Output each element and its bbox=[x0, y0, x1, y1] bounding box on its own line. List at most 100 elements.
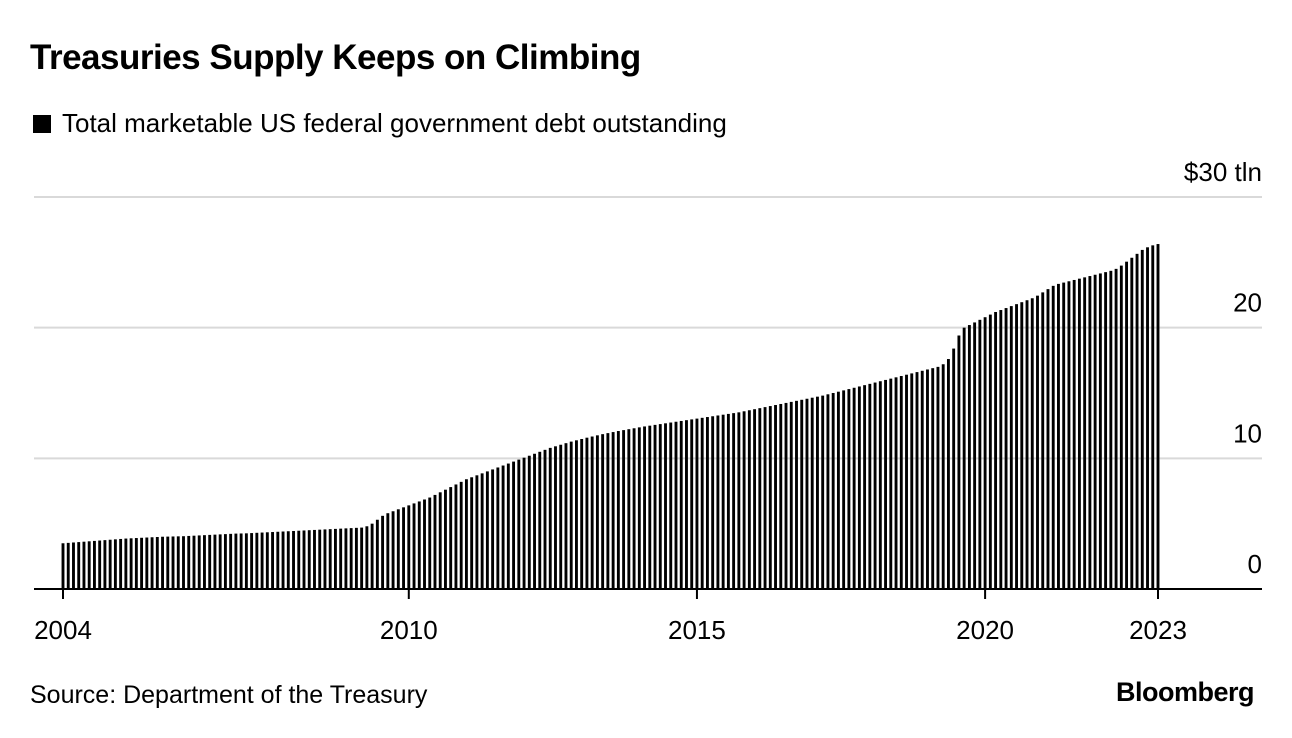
legend-swatch bbox=[33, 114, 51, 133]
bar bbox=[1009, 306, 1013, 589]
bar bbox=[1041, 292, 1045, 589]
bar bbox=[648, 425, 652, 589]
bar bbox=[208, 534, 212, 589]
legend: Total marketable US federal government d… bbox=[33, 108, 727, 139]
bar bbox=[386, 513, 390, 589]
bar bbox=[868, 383, 872, 589]
bar bbox=[1057, 283, 1060, 589]
bar bbox=[302, 530, 306, 589]
bar bbox=[779, 403, 783, 589]
bar bbox=[77, 542, 81, 589]
bar bbox=[726, 413, 730, 589]
bar bbox=[155, 536, 159, 589]
bar bbox=[920, 370, 924, 589]
bar bbox=[87, 541, 91, 589]
bar bbox=[375, 519, 379, 589]
bar bbox=[203, 535, 206, 589]
bar bbox=[601, 434, 605, 589]
bar bbox=[1083, 277, 1087, 589]
bar bbox=[223, 534, 227, 589]
x-tick-label: 2010 bbox=[380, 615, 438, 645]
bar bbox=[695, 418, 699, 589]
bar bbox=[941, 364, 945, 589]
bar bbox=[575, 440, 578, 589]
bar bbox=[349, 528, 353, 589]
bar bbox=[527, 455, 531, 589]
bar bbox=[307, 530, 311, 589]
bar bbox=[1077, 278, 1081, 589]
bar bbox=[265, 532, 269, 589]
bar bbox=[774, 405, 777, 589]
bar bbox=[585, 437, 589, 589]
bar bbox=[831, 393, 835, 589]
bar bbox=[559, 444, 563, 589]
bar bbox=[113, 539, 117, 589]
bar bbox=[1072, 279, 1076, 589]
bar bbox=[333, 528, 337, 589]
bar bbox=[218, 534, 222, 589]
bar bbox=[884, 379, 888, 589]
bar bbox=[72, 542, 75, 589]
bar bbox=[1104, 272, 1108, 589]
bar bbox=[952, 348, 956, 589]
bar bbox=[292, 530, 295, 589]
bar bbox=[763, 407, 767, 589]
bar bbox=[627, 429, 631, 589]
bar bbox=[119, 538, 123, 589]
bar bbox=[789, 401, 793, 589]
bar bbox=[564, 443, 568, 589]
bar bbox=[711, 416, 715, 589]
bar bbox=[281, 531, 285, 589]
bar bbox=[894, 377, 898, 589]
bar bbox=[915, 372, 919, 589]
bar bbox=[905, 374, 908, 589]
bar bbox=[863, 385, 867, 589]
chart-title: Treasuries Supply Keeps on Climbing bbox=[30, 38, 641, 77]
bar bbox=[732, 413, 736, 589]
bar bbox=[533, 453, 536, 589]
bar bbox=[140, 537, 144, 589]
bar bbox=[1156, 244, 1160, 590]
bar bbox=[842, 390, 846, 589]
bar bbox=[658, 424, 662, 589]
bar bbox=[271, 532, 275, 589]
bar bbox=[464, 479, 468, 589]
bar bbox=[1109, 270, 1113, 589]
bar bbox=[108, 539, 112, 589]
bar bbox=[438, 492, 442, 589]
bar bbox=[407, 505, 411, 589]
bar bbox=[1004, 308, 1008, 589]
bar bbox=[187, 535, 191, 589]
bar bbox=[512, 461, 516, 589]
bar bbox=[396, 509, 400, 589]
y-tick-label: 10 bbox=[1233, 418, 1262, 448]
bar bbox=[705, 417, 709, 589]
bar bbox=[192, 535, 196, 589]
bar bbox=[1025, 300, 1029, 589]
bar bbox=[134, 538, 138, 589]
bar bbox=[323, 529, 327, 589]
bar bbox=[1015, 304, 1018, 589]
bar bbox=[98, 540, 102, 589]
bar bbox=[171, 536, 175, 589]
bar bbox=[423, 499, 426, 589]
bar bbox=[548, 447, 552, 589]
bar bbox=[381, 515, 385, 589]
bar bbox=[286, 531, 290, 589]
bar bbox=[1051, 285, 1055, 589]
bar bbox=[543, 449, 547, 589]
bar bbox=[994, 311, 998, 589]
bar bbox=[967, 325, 971, 589]
bar bbox=[1135, 253, 1139, 589]
bar bbox=[1093, 274, 1097, 589]
bar bbox=[250, 533, 254, 589]
bar bbox=[1020, 302, 1024, 589]
bar bbox=[354, 527, 358, 589]
bar bbox=[910, 373, 914, 589]
bar bbox=[826, 394, 830, 589]
bar bbox=[470, 477, 474, 589]
bar bbox=[784, 402, 788, 589]
bar bbox=[931, 368, 935, 589]
bar bbox=[664, 423, 667, 589]
bar bbox=[758, 408, 762, 589]
